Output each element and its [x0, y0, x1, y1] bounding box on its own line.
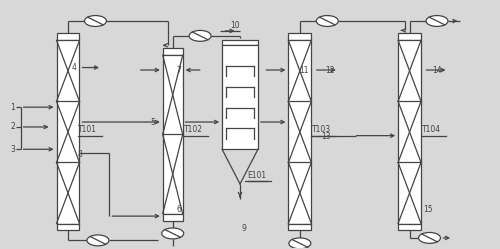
- Circle shape: [426, 15, 448, 26]
- Text: 15: 15: [424, 205, 434, 214]
- FancyBboxPatch shape: [398, 224, 421, 231]
- Text: 5: 5: [150, 118, 155, 126]
- Circle shape: [289, 238, 311, 249]
- Text: 8: 8: [77, 150, 82, 159]
- FancyBboxPatch shape: [162, 214, 182, 221]
- Text: 2: 2: [10, 123, 15, 131]
- Bar: [398, 40, 421, 224]
- Text: 14: 14: [432, 65, 442, 74]
- Bar: [162, 55, 182, 214]
- Text: E101: E101: [248, 171, 266, 180]
- Bar: [56, 40, 80, 224]
- Bar: [288, 40, 312, 224]
- FancyBboxPatch shape: [288, 33, 312, 40]
- Circle shape: [418, 233, 440, 243]
- Text: 11: 11: [299, 65, 308, 74]
- Text: 12: 12: [325, 65, 334, 74]
- Text: 4: 4: [72, 63, 77, 72]
- Circle shape: [316, 15, 338, 26]
- Text: 7: 7: [177, 65, 182, 74]
- Bar: [222, 40, 258, 45]
- Bar: [222, 45, 258, 149]
- Text: T101: T101: [78, 125, 97, 134]
- Text: 3: 3: [10, 145, 15, 154]
- Circle shape: [189, 30, 211, 41]
- Text: 13: 13: [321, 132, 330, 141]
- FancyBboxPatch shape: [56, 224, 80, 231]
- FancyBboxPatch shape: [162, 48, 182, 55]
- Text: 10: 10: [230, 21, 240, 30]
- FancyBboxPatch shape: [398, 33, 421, 40]
- FancyBboxPatch shape: [288, 224, 312, 231]
- Text: 9: 9: [241, 224, 246, 233]
- FancyBboxPatch shape: [56, 33, 80, 40]
- Text: T103: T103: [312, 125, 332, 134]
- Circle shape: [162, 228, 184, 239]
- Circle shape: [84, 15, 106, 26]
- Text: 1: 1: [10, 103, 15, 112]
- Text: T102: T102: [184, 125, 203, 134]
- Text: 6: 6: [177, 205, 182, 214]
- Text: T104: T104: [422, 125, 441, 134]
- Circle shape: [87, 235, 109, 246]
